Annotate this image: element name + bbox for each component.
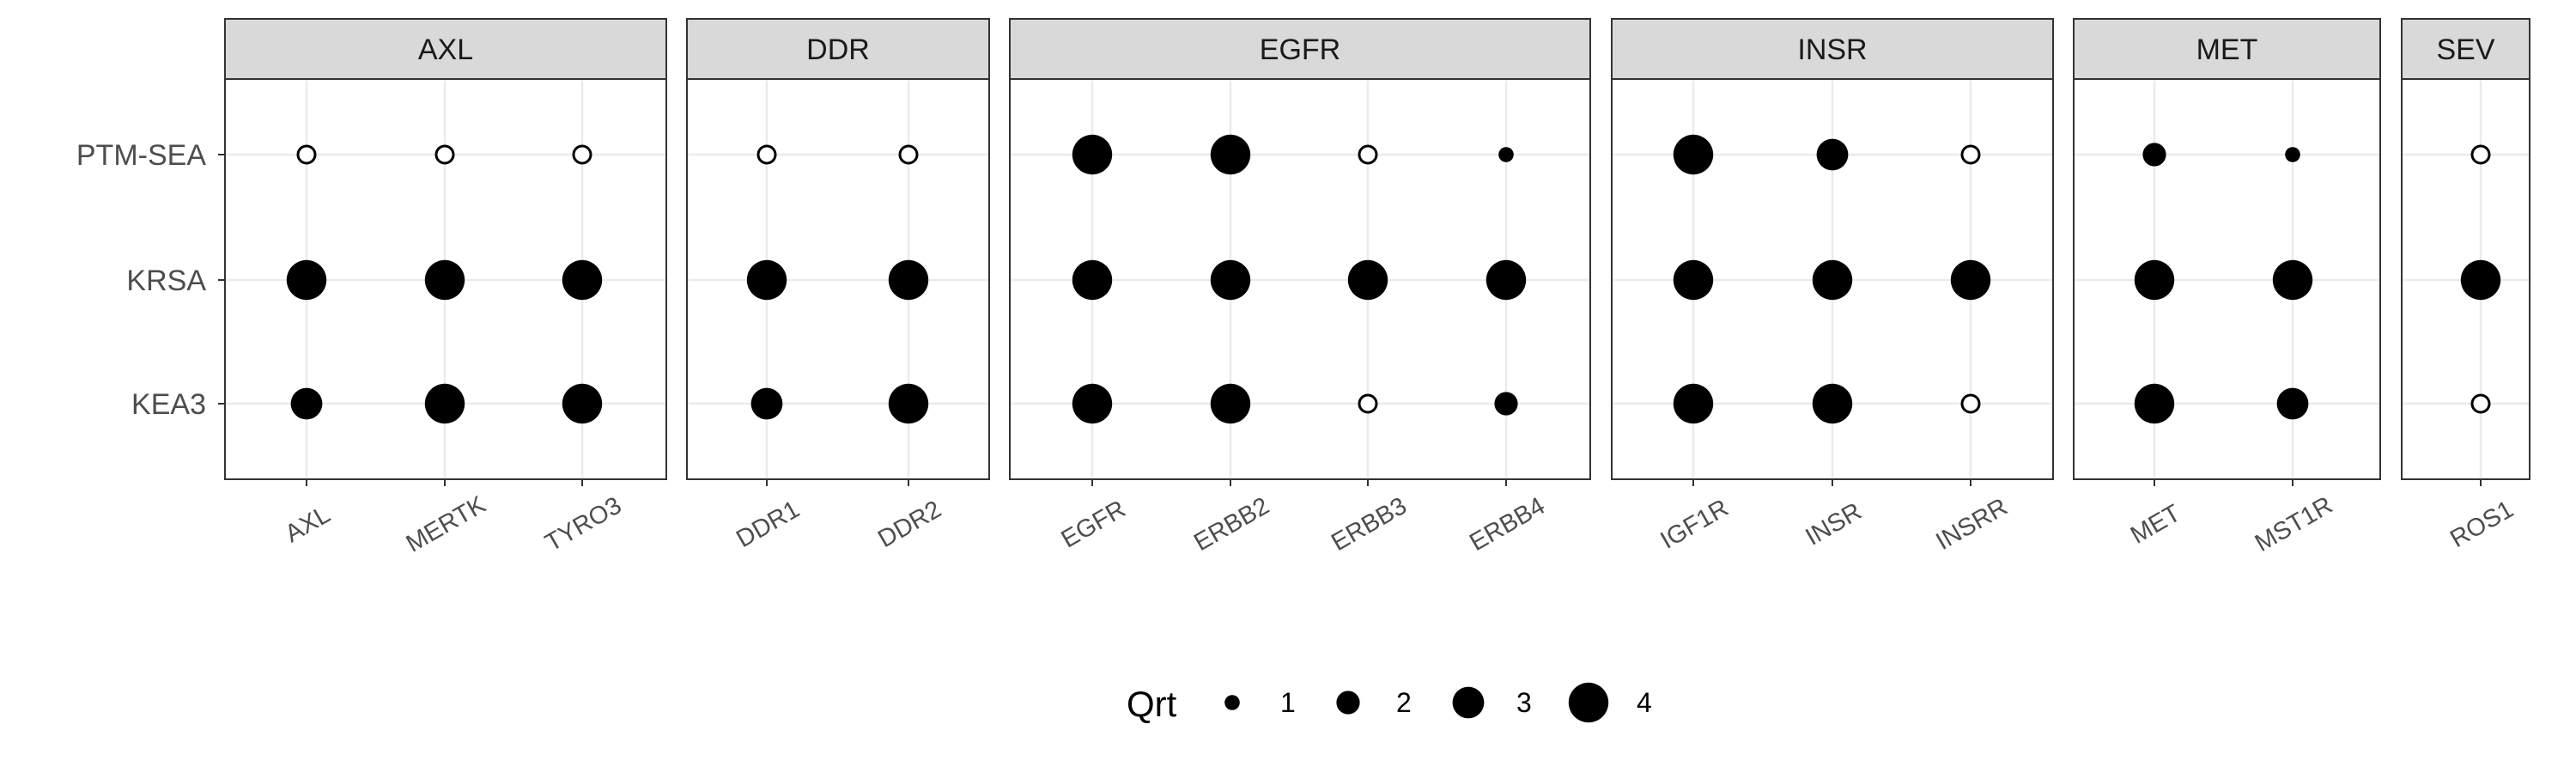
point-missing (572, 144, 592, 165)
point-missing (1960, 144, 1981, 165)
point-missing (1358, 393, 1378, 414)
y-axis: PTM-SEA KRSA KEA3 (76, 139, 225, 421)
point-missing (1358, 144, 1378, 165)
point (1950, 259, 1991, 301)
point (1498, 147, 1514, 162)
facet-strip (2073, 18, 2381, 80)
point (1812, 259, 1853, 301)
point (1210, 134, 1251, 175)
point (2460, 259, 2501, 301)
x-tick-label: ROS1 (2445, 496, 2518, 553)
legend-title: Qrt (1127, 684, 1177, 724)
panel-border (2073, 78, 2381, 480)
legend-label: 2 (1396, 687, 1412, 718)
point-missing (756, 144, 777, 165)
point-missing (2470, 393, 2491, 414)
point-missing (2470, 144, 2491, 165)
y-tick-label: PTM-SEA (76, 139, 206, 172)
x-tick-label: IGF1R (1656, 494, 1734, 554)
x-tick-label: ERBB4 (1465, 492, 1549, 557)
x-tick-label: TYRO3 (541, 492, 627, 557)
x-tick-label: MERTK (402, 490, 491, 558)
size-legend: Qrt 1 2 3 4 (1127, 682, 1652, 724)
point-missing (898, 144, 919, 165)
legend-key (1452, 686, 1485, 719)
point (1210, 259, 1251, 301)
panel-border (2401, 78, 2530, 480)
point (1072, 383, 1113, 424)
point (888, 259, 929, 301)
point (2134, 383, 2175, 424)
point (1673, 134, 1714, 175)
point (888, 383, 929, 424)
facet-panels: AXL AXL MERTK TYRO3 DDR DDR1 DDR2 EGFR EGFR ERBB2… (76, 18, 2530, 558)
point-missing (434, 144, 455, 165)
facet-strip-label: INSR (1797, 33, 1867, 66)
facet-met: MET MET MST1R (2073, 18, 2381, 557)
panel-border (686, 78, 990, 480)
x-tick-label: INSRR (1931, 493, 2012, 556)
point-missing (1960, 393, 1981, 414)
facet-axl: AXL AXL MERTK TYRO3 (224, 18, 667, 558)
y-tick-label: KRSA (126, 265, 206, 297)
x-tick-label: INSR (1801, 497, 1866, 551)
point (1072, 259, 1113, 301)
facet-insr: INSR IGF1R INSR INSRR (1611, 18, 2054, 556)
legend-label: 1 (1280, 687, 1296, 718)
y-tick-label: KEA3 (131, 388, 206, 421)
facet-strip (1611, 18, 2054, 80)
point (1816, 138, 1849, 171)
facet-strip (2401, 18, 2530, 80)
facet-sev: SEV ROS1 (2401, 18, 2530, 553)
facet-strip (224, 18, 667, 80)
facet-strip-label: DDR (806, 33, 870, 66)
point (1485, 259, 1527, 301)
point (1673, 259, 1714, 301)
legend-items: 1 2 3 4 (1224, 682, 1652, 723)
x-tick-label: ERBB3 (1327, 492, 1411, 557)
legend-key (1336, 691, 1360, 715)
facet-strip-label: AXL (418, 33, 473, 66)
point (424, 383, 465, 424)
facet-strip-label: EGFR (1260, 33, 1340, 66)
point (562, 259, 603, 301)
point (290, 387, 323, 420)
legend-label: 4 (1637, 687, 1652, 718)
x-tick-label: AXL (281, 501, 335, 548)
x-tick-label: EGFR (1057, 496, 1131, 554)
point (2272, 259, 2313, 301)
x-tick-label: DDR1 (732, 496, 804, 553)
point (750, 387, 783, 420)
point (286, 259, 327, 301)
point (746, 259, 787, 301)
point (1673, 383, 1714, 424)
facet-strip (1009, 18, 1591, 80)
point (424, 259, 465, 301)
point (1072, 134, 1113, 175)
x-tick-label: MET (2126, 499, 2185, 549)
point (562, 383, 603, 424)
facet-strip-label: SEV (2436, 33, 2494, 66)
point-missing (296, 144, 317, 165)
point (1494, 392, 1518, 416)
legend-key (1568, 682, 1609, 723)
point (2276, 387, 2309, 420)
point (1812, 383, 1853, 424)
legend-key (1224, 695, 1240, 710)
point (1347, 259, 1388, 301)
x-tick-label: MST1R (2251, 491, 2337, 557)
legend-label: 3 (1516, 687, 1532, 718)
x-tick-label: ERBB2 (1189, 492, 1273, 557)
point (1210, 383, 1251, 424)
panel-border (1009, 78, 1591, 480)
x-tick-label: DDR2 (873, 496, 945, 553)
point (2134, 259, 2175, 301)
facet-egfr: EGFR EGFR ERBB2 ERBB3 ERBB4 (1009, 18, 1591, 557)
point (2285, 147, 2300, 162)
facet-strip-label: MET (2196, 33, 2258, 66)
point (2142, 143, 2166, 167)
facet-ddr: DDR DDR1 DDR2 (686, 18, 990, 553)
